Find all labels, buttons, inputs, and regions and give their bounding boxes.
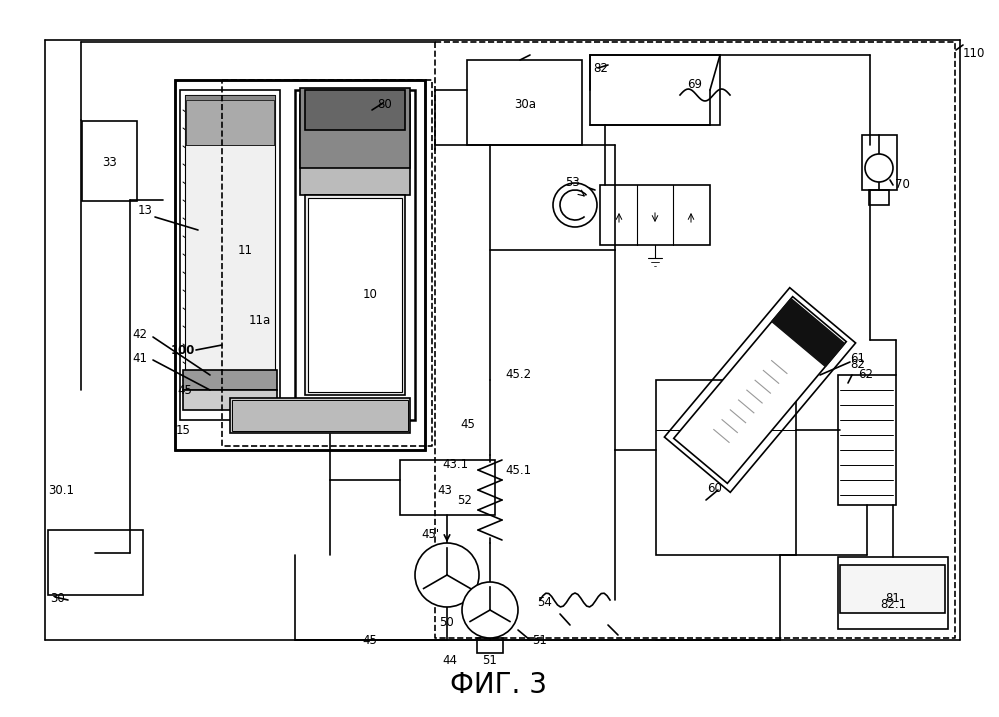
Bar: [840, 565, 945, 613]
Text: 15: 15: [176, 424, 191, 437]
Text: 45: 45: [363, 634, 378, 647]
Text: 30: 30: [50, 592, 65, 604]
Text: 53: 53: [564, 176, 579, 189]
Bar: [175, 80, 425, 450]
Circle shape: [553, 183, 597, 227]
Text: 70: 70: [895, 179, 910, 191]
Bar: [400, 460, 495, 515]
Circle shape: [462, 582, 518, 638]
Polygon shape: [772, 298, 845, 366]
Text: 45.2: 45.2: [505, 369, 531, 381]
Bar: [305, 195, 405, 395]
Text: 45': 45': [421, 528, 440, 541]
Bar: [180, 90, 280, 420]
Bar: [467, 60, 582, 145]
Bar: [308, 198, 402, 392]
Text: 43: 43: [438, 483, 453, 496]
Bar: [185, 95, 275, 145]
Bar: [656, 380, 796, 555]
Bar: [232, 400, 408, 431]
Text: 110: 110: [963, 47, 985, 60]
Text: 30a: 30a: [514, 98, 536, 110]
Bar: [230, 398, 410, 433]
Text: 45.1: 45.1: [505, 463, 531, 477]
Circle shape: [415, 543, 479, 607]
Text: 50: 50: [440, 615, 455, 629]
Text: 43.1: 43.1: [442, 458, 469, 472]
Polygon shape: [673, 297, 846, 483]
Text: 82: 82: [850, 358, 865, 371]
Text: 62: 62: [858, 369, 873, 381]
Text: 51: 51: [483, 653, 498, 667]
Text: ФИГ. 3: ФИГ. 3: [451, 671, 547, 699]
Bar: [862, 135, 897, 190]
Text: 82: 82: [593, 62, 607, 75]
Text: 33: 33: [103, 156, 117, 168]
Bar: [183, 390, 277, 410]
Text: 11a: 11a: [249, 313, 271, 326]
Text: 81: 81: [885, 592, 900, 604]
Text: 69: 69: [687, 78, 702, 92]
Text: 45: 45: [178, 384, 193, 397]
Bar: [590, 55, 720, 125]
Text: 54: 54: [537, 597, 552, 609]
Text: 45: 45: [461, 419, 475, 432]
Text: 13: 13: [138, 204, 153, 217]
Text: 11: 11: [238, 244, 253, 257]
Text: 30.1: 30.1: [48, 483, 74, 496]
Bar: [186, 100, 274, 145]
Text: 80: 80: [378, 98, 393, 112]
Text: 60: 60: [707, 482, 722, 495]
Bar: [185, 95, 275, 375]
Bar: [600, 185, 710, 245]
Bar: [48, 530, 143, 595]
Bar: [183, 370, 277, 390]
Text: 82.1: 82.1: [880, 599, 906, 612]
Text: 51: 51: [532, 634, 547, 647]
Bar: [300, 88, 410, 168]
Circle shape: [865, 154, 893, 182]
Text: 42: 42: [133, 328, 148, 341]
Text: 44: 44: [443, 653, 458, 667]
Bar: [175, 80, 425, 450]
Text: 41: 41: [133, 351, 148, 364]
Bar: [477, 638, 503, 653]
Bar: [869, 190, 889, 205]
Text: 52: 52: [458, 493, 473, 506]
Bar: [300, 95, 410, 195]
Bar: [838, 375, 896, 505]
Bar: [838, 557, 948, 629]
Text: 10: 10: [363, 288, 378, 302]
Bar: [82, 121, 137, 201]
Text: 100: 100: [171, 343, 195, 356]
Text: 61: 61: [850, 351, 865, 364]
Bar: [305, 90, 405, 130]
Bar: [295, 90, 415, 420]
